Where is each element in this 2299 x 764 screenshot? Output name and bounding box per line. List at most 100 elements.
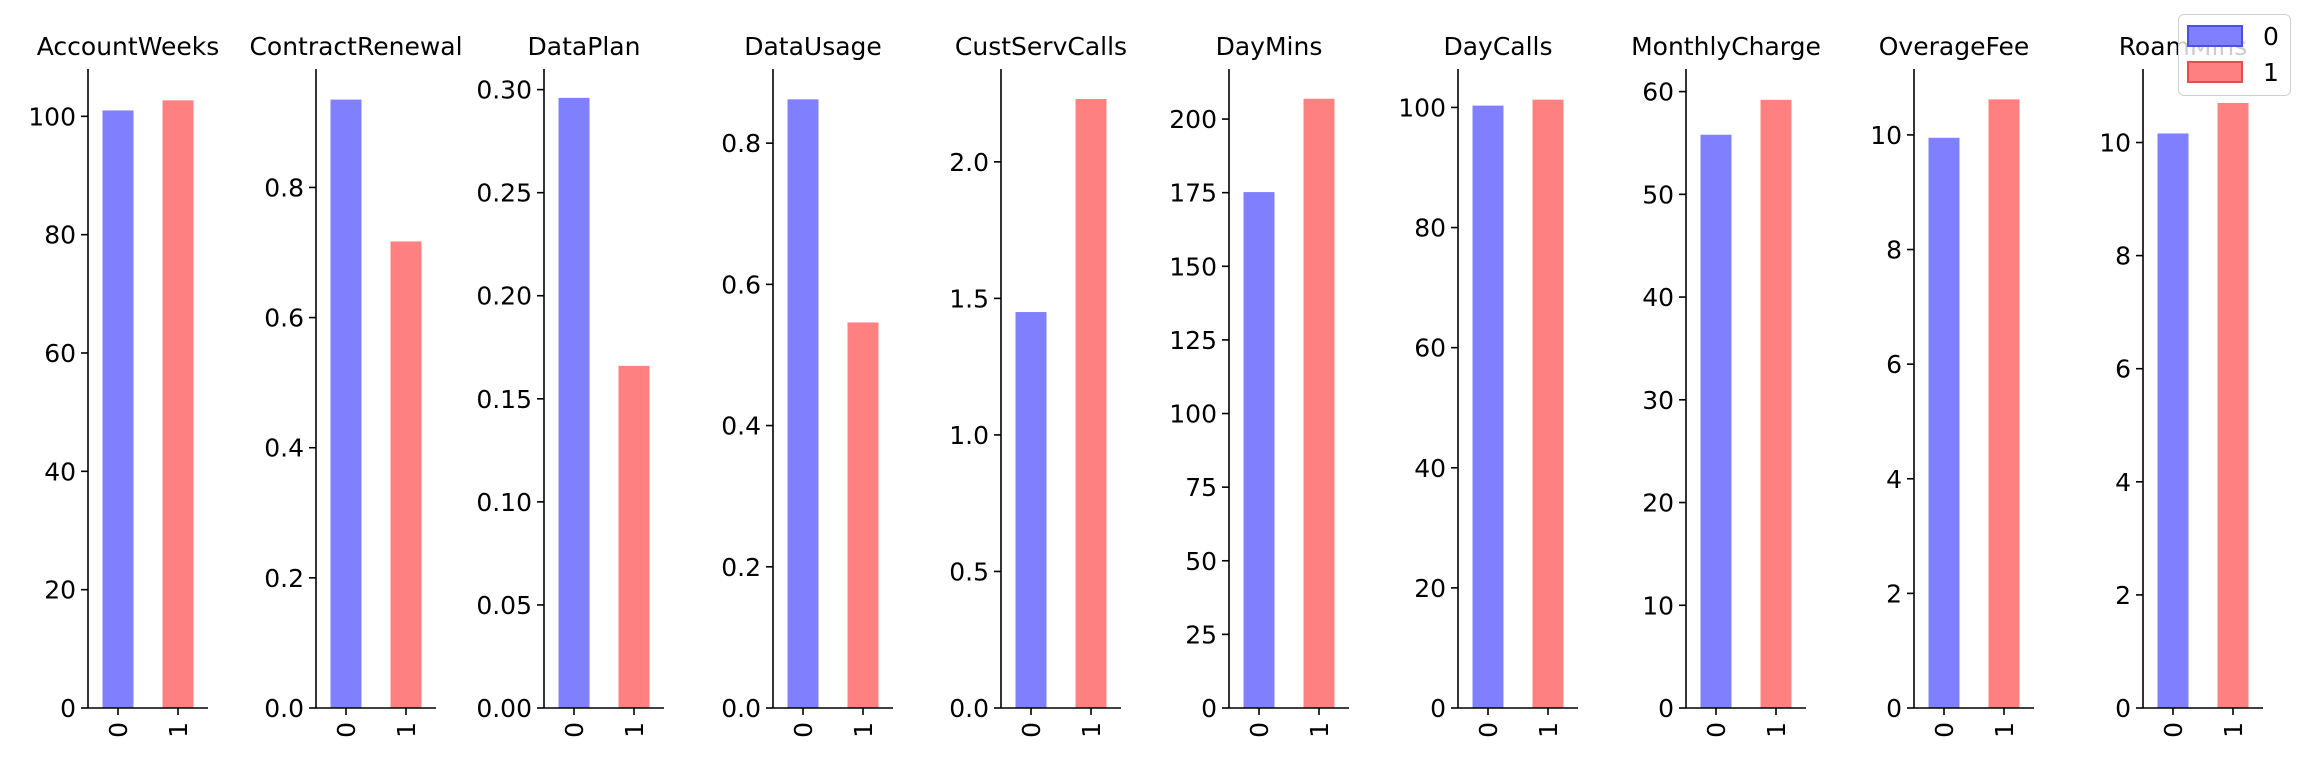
y-tick-label: 1.0 [949, 421, 989, 450]
y-tick-label: 20 [44, 576, 76, 605]
y-tick-label: 60 [1414, 334, 1446, 363]
y-tick-label: 125 [1169, 326, 1217, 355]
bar-0 [787, 99, 819, 708]
subplot-RoamMins: RoamMins024681001 [2099, 32, 2263, 738]
x-tick-label: 1 [2219, 722, 2248, 738]
y-tick-label: 0 [1658, 694, 1674, 723]
subplot-title: OverageFee [1879, 32, 2029, 61]
y-tick-label: 100 [1398, 93, 1446, 122]
y-tick-label: 6 [2115, 355, 2131, 384]
y-tick-label: 0.8 [721, 129, 761, 158]
y-tick-label: 8 [2115, 242, 2131, 271]
y-tick-label: 0.00 [476, 694, 532, 723]
y-tick-label: 20 [1642, 489, 1674, 518]
legend: 0 1 [2178, 14, 2291, 96]
x-tick-label: 1 [1762, 722, 1791, 738]
y-tick-label: 100 [1169, 400, 1217, 429]
x-tick-label: 1 [392, 722, 421, 738]
y-tick-label: 0.2 [721, 553, 761, 582]
y-tick-label: 150 [1169, 252, 1217, 281]
y-tick-label: 40 [1642, 283, 1674, 312]
subplot-CustServCalls: CustServCalls 0.0 0.5 1.0 1.5 2.0 0 1 [949, 32, 1127, 738]
subplot-title: CustServCalls [955, 32, 1127, 61]
y-tick-label: 2 [1886, 579, 1902, 608]
y-tick-label: 175 [1169, 179, 1217, 208]
bar-0 [1472, 105, 1504, 708]
subplot-title: DayCalls [1443, 32, 1552, 61]
y-tick-label: 0.30 [476, 76, 532, 105]
subplot-DataUsage: DataUsage 0.0 0.2 0.4 0.6 0.8 0 1 [721, 32, 893, 738]
subplot-ContractRenewal: ContractRenewal 0.0 0.2 0.4 0.6 0.8 0 1 [249, 32, 462, 738]
y-tick-label: 0.6 [721, 270, 761, 299]
subplot-title: DataUsage [744, 32, 882, 61]
bar-0 [102, 110, 134, 708]
y-tick-label: 0.4 [721, 412, 761, 441]
y-tick-label: 60 [44, 339, 76, 368]
bar-1 [2217, 102, 2249, 709]
y-tick-label: 25 [1185, 620, 1217, 649]
y-tick-label: 4 [1886, 465, 1902, 494]
bar-0 [558, 97, 590, 709]
x-tick-label: 0 [560, 722, 589, 738]
bar-1 [847, 322, 879, 708]
legend-item-0: 0 [2187, 21, 2279, 51]
bar-1 [1303, 98, 1335, 709]
legend-swatch-1 [2187, 61, 2243, 83]
y-tick-label: 0.2 [264, 564, 304, 593]
x-tick-label: 1 [1077, 722, 1106, 738]
bar-0 [2157, 133, 2189, 709]
x-tick-label: 0 [789, 722, 818, 738]
x-tick-label: 0 [1017, 722, 1046, 738]
y-tick-label: 0 [1430, 694, 1446, 723]
subplot-title: DayMins [1216, 32, 1323, 61]
x-tick-label: 0 [2159, 722, 2188, 738]
subplot-AccountWeeks: AccountWeeks 0 20 40 60 80 100 0 1 [28, 32, 219, 738]
x-tick-label: 1 [1305, 722, 1334, 738]
y-tick-label: 4 [2115, 468, 2131, 497]
y-tick-label: 80 [44, 221, 76, 250]
legend-item-1: 1 [2187, 57, 2279, 87]
subplot-title: DataPlan [528, 32, 641, 61]
y-tick-label: 0.6 [264, 304, 304, 333]
y-tick-label: 0.0 [264, 694, 304, 723]
y-tick-label: 200 [1169, 105, 1217, 134]
bar-0 [1928, 137, 1960, 708]
y-tick-label: 0.4 [264, 434, 304, 463]
x-tick-label: 1 [1534, 722, 1563, 738]
y-tick-label: 0 [60, 694, 76, 723]
bar-0 [1700, 134, 1732, 708]
y-tick-label: 0.10 [476, 488, 532, 517]
y-tick-label: 80 [1414, 214, 1446, 243]
y-tick-label: 2.0 [949, 148, 989, 177]
y-tick-label: 10 [1642, 591, 1674, 620]
y-tick-label: 0.5 [949, 557, 989, 586]
legend-label-0: 0 [2263, 21, 2279, 51]
bar-1 [618, 365, 650, 708]
y-tick-label: 0.15 [476, 385, 532, 414]
bar-1 [1988, 99, 2020, 708]
y-tick-label: 8 [1886, 236, 1902, 265]
subplot-DataPlan: DataPlan 0.00 0.05 0.10 0.15 0.20 0.25 0.30 0 1 [476, 32, 664, 738]
y-tick-label: 50 [1642, 180, 1674, 209]
y-tick-label: 0 [1201, 694, 1217, 723]
y-tick-label: 50 [1185, 547, 1217, 576]
x-tick-label: 0 [104, 722, 133, 738]
bar-0 [1015, 312, 1047, 708]
y-tick-label: 0.0 [949, 694, 989, 723]
bar-1 [1760, 99, 1792, 708]
y-tick-label: 0 [2115, 694, 2131, 723]
y-tick-label: 40 [1414, 454, 1446, 483]
y-tick-label: 20 [1414, 574, 1446, 603]
bar-0 [1243, 192, 1275, 708]
x-tick-label: 0 [1245, 722, 1274, 738]
bar-1 [390, 241, 422, 708]
x-tick-label: 0 [332, 722, 361, 738]
y-tick-label: 60 [1642, 78, 1674, 107]
subplot-title: MonthlyCharge [1631, 32, 1821, 61]
bar-1 [1532, 99, 1564, 708]
y-tick-label: 0.0 [721, 694, 761, 723]
x-tick-label: 0 [1702, 722, 1731, 738]
bar-0 [330, 99, 362, 709]
x-tick-label: 1 [164, 722, 193, 738]
y-tick-label: 6 [1886, 350, 1902, 379]
